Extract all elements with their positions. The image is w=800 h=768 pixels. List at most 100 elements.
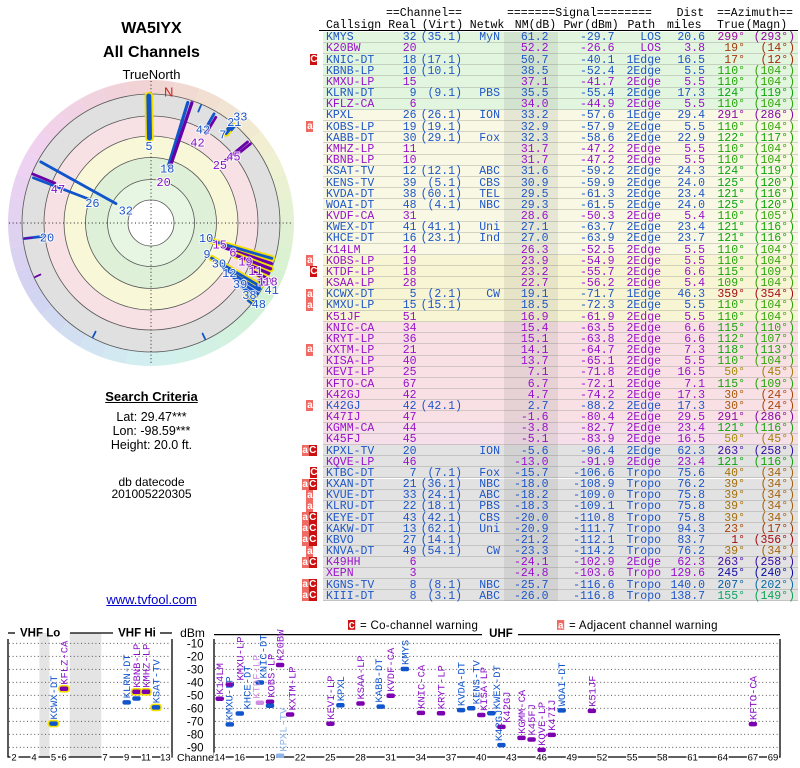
svg-text:KNIC-DT: KNIC-DT [258,634,270,678]
svg-text:31: 31 [385,753,396,764]
svg-text:KCWX-DT: KCWX-DT [49,675,61,719]
svg-text:46: 46 [536,753,547,764]
svg-text:11: 11 [141,753,151,764]
svg-text:18: 18 [160,162,174,176]
svg-text:KSAA-LP: KSAA-LP [356,655,368,699]
svg-text:30: 30 [212,258,226,272]
svg-text:KRYT-LP: KRYT-LP [437,665,449,709]
svg-text:= Co-channel warning: = Co-channel warning [360,620,478,632]
svg-text:KBNB-LP: KBNB-LP [132,644,144,688]
svg-text:20: 20 [156,176,170,190]
svg-text:33: 33 [233,111,247,125]
svg-text:KWEX-DT: KWEX-DT [492,665,504,709]
svg-text:KPXL: KPXL [336,676,348,701]
svg-text:10: 10 [199,232,213,246]
svg-text:61: 61 [687,753,698,764]
svg-text:15: 15 [212,239,226,253]
svg-text:KSAT-TV: KSAT-TV [152,659,164,704]
svg-text:52: 52 [597,753,608,764]
svg-text:32: 32 [119,205,133,219]
svg-text:6: 6 [61,753,66,764]
svg-text:KEVI-LP: KEVI-LP [326,676,338,720]
svg-text:-20: -20 [187,651,204,663]
svg-text:VHF Lo: VHF Lo [20,628,60,640]
svg-text:KHCE-DT: KHCE-DT [242,665,254,709]
svg-text:K42GJ: K42GJ [502,691,514,723]
svg-text:42: 42 [196,123,210,137]
svg-text:40: 40 [476,753,487,764]
svg-text:7: 7 [102,753,107,764]
svg-text:a: a [558,621,564,632]
svg-text:KLRN-DT: KLRN-DT [122,654,134,698]
svg-text:K42GJ: K42GJ [494,710,506,742]
svg-text:20: 20 [40,232,54,246]
svg-text:7: 7 [219,128,226,142]
svg-text:19: 19 [265,753,276,764]
svg-text:Channel: Channel [177,752,216,764]
svg-text:12: 12 [222,267,236,281]
svg-text:-60: -60 [187,703,204,715]
svg-text:-80: -80 [187,729,204,741]
svg-text:19: 19 [238,256,252,270]
svg-text:KMXU-LP: KMXU-LP [235,636,247,680]
svg-text:55: 55 [627,753,638,764]
svg-text:-50: -50 [187,690,204,702]
svg-text:18: 18 [263,275,277,289]
svg-text:26: 26 [85,197,99,211]
svg-text:13: 13 [160,753,171,764]
svg-text:67: 67 [748,753,759,764]
svg-text:KOBS-LP: KOBS-LP [267,654,279,698]
svg-text:KNIC-CA: KNIC-CA [416,664,428,709]
svg-text:2: 2 [11,753,16,764]
svg-text:KMXU-LP: KMXU-LP [224,676,236,720]
svg-text:KFLZ-CA: KFLZ-CA [60,640,72,685]
svg-text:WOAI-DT: WOAI-DT [557,662,569,706]
svg-text:-30: -30 [187,664,204,676]
svg-text:69: 69 [768,753,779,764]
svg-text:KGMM-CA: KGMM-CA [517,689,529,734]
svg-text:22: 22 [295,753,306,764]
svg-text:9: 9 [124,753,129,764]
svg-text:9: 9 [203,248,210,262]
svg-text:K20BW: K20BW [276,629,288,661]
svg-text:5: 5 [51,753,56,764]
svg-text:-90: -90 [187,742,204,754]
svg-text:KISA-LP: KISA-LP [479,667,491,711]
svg-text:KQVE-LP: KQVE-LP [537,702,549,746]
svg-text:KABB-DT: KABB-DT [374,658,386,702]
svg-text:KVDA-DT: KVDA-DT [457,662,469,706]
svg-text:43: 43 [506,753,517,764]
svg-text:11: 11 [248,265,262,279]
svg-text:UHF: UHF [489,628,513,640]
svg-text:41: 41 [264,284,278,298]
svg-text:KENS-TV: KENS-TV [472,659,484,704]
svg-text:47: 47 [51,183,65,197]
svg-text:4: 4 [31,753,36,764]
svg-text:N: N [164,85,173,100]
svg-text:KVDF-CA: KVDF-CA [386,647,398,692]
svg-text:K47IJ: K47IJ [547,699,559,731]
svg-text:KXTM-LP: KXTM-LP [288,666,300,710]
svg-text:21: 21 [227,116,241,130]
svg-text:38: 38 [242,289,256,303]
svg-text:KFTO-CA: KFTO-CA [748,675,760,720]
svg-text:64: 64 [717,753,728,764]
svg-text:25: 25 [213,159,227,173]
svg-text:-10: -10 [187,638,204,650]
svg-text:K14LM: K14LM [215,663,227,695]
svg-text:49: 49 [567,753,578,764]
svg-text:= Adjacent channel warning: = Adjacent channel warning [569,620,718,632]
svg-text:5: 5 [145,140,152,154]
svg-text:37: 37 [446,753,457,764]
svg-text:14: 14 [214,753,225,764]
svg-text:VHF Hi: VHF Hi [118,628,156,640]
svg-text:34: 34 [416,753,427,764]
svg-text:-40: -40 [187,677,204,689]
svg-text:10: 10 [258,276,272,290]
svg-text:KMYS: KMYS [400,640,412,665]
svg-text:58: 58 [657,753,668,764]
svg-text:K51JF: K51JF [587,675,599,707]
svg-text:6: 6 [229,247,236,261]
svg-text:dBm: dBm [180,626,205,640]
svg-text:45: 45 [226,150,240,164]
